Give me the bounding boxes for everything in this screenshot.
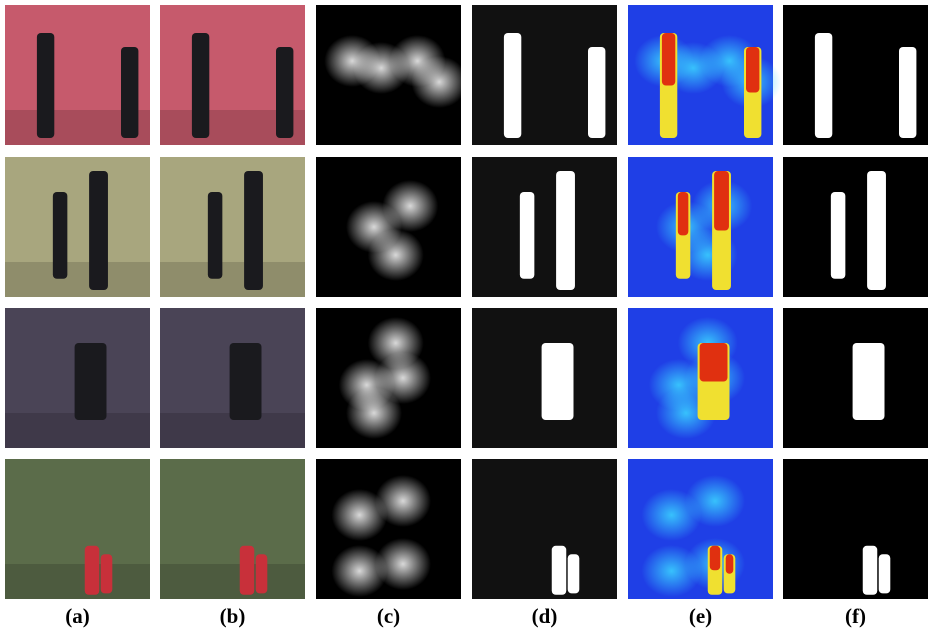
image-cell: [628, 5, 781, 145]
image-cell: [316, 157, 461, 297]
mask-person: [867, 171, 886, 290]
mask-person: [879, 554, 891, 593]
mask-person: [520, 192, 535, 279]
person: [121, 47, 138, 138]
image-background: [783, 459, 928, 599]
mask-person: [815, 33, 832, 138]
image-cell: [783, 459, 928, 599]
mask-person: [568, 554, 580, 593]
person: [53, 192, 68, 279]
image-cell: [472, 5, 617, 145]
person: [101, 554, 113, 593]
floor: [160, 564, 305, 599]
panel-label: (c): [377, 604, 400, 628]
panel-label: (b): [220, 604, 246, 628]
floor: [160, 262, 305, 297]
mask-person: [588, 47, 605, 138]
saliency-blob: [375, 475, 431, 527]
image-cell: [160, 308, 305, 448]
heat-core: [726, 554, 734, 574]
image-cell: [316, 5, 467, 145]
mask-person: [853, 343, 885, 420]
heat-core: [662, 33, 675, 86]
panel-label: (a): [65, 604, 90, 628]
person: [240, 546, 255, 595]
floor: [5, 564, 150, 599]
figure: (a) (b) (c) (d) (e) (f): [0, 0, 929, 634]
person: [276, 47, 293, 138]
saliency-blob: [382, 180, 438, 232]
saliency-blob: [332, 545, 388, 597]
floor: [5, 262, 150, 297]
image-cell: [316, 459, 461, 599]
image-background: [783, 157, 928, 297]
panel-label: (d): [532, 604, 558, 628]
image-cell: [5, 308, 150, 448]
mask-person: [863, 546, 878, 595]
image-background: [472, 459, 617, 599]
mask-person: [504, 33, 521, 138]
person: [75, 343, 107, 420]
image-cell: [316, 308, 461, 448]
person: [230, 343, 262, 420]
image-cell: [5, 157, 150, 297]
heat-blob: [642, 545, 702, 597]
person: [256, 554, 268, 593]
image-cell: [783, 157, 928, 297]
person: [244, 171, 263, 290]
heat-core: [700, 343, 728, 382]
person: [85, 546, 100, 595]
image-cell: [160, 5, 305, 145]
mask-person: [552, 546, 567, 595]
person: [37, 33, 54, 138]
image-cell: [5, 459, 150, 599]
saliency-blob: [368, 229, 424, 281]
mask-person: [831, 192, 846, 279]
heat-core: [714, 171, 729, 231]
image-cell: [472, 308, 617, 448]
panel-label: (e): [689, 604, 712, 628]
image-cell: [783, 5, 928, 145]
saliency-blob: [346, 387, 402, 439]
image-cell: [628, 459, 773, 599]
image-cell: [472, 459, 617, 599]
mask-person: [556, 171, 575, 290]
heat-blob: [685, 475, 745, 527]
heat-core: [746, 47, 759, 93]
heat-core: [710, 546, 721, 571]
person: [192, 33, 209, 138]
image-cell: [160, 157, 305, 297]
panel-label: (f): [845, 604, 866, 628]
mask-person: [899, 47, 916, 138]
image-cell: [628, 157, 773, 297]
image-cell: [783, 308, 928, 448]
image-cell: [628, 308, 773, 448]
person: [89, 171, 108, 290]
image-cell: [160, 459, 305, 599]
image-cell: [5, 5, 150, 145]
image-cell: [472, 157, 617, 297]
saliency-blob: [411, 56, 467, 108]
person: [208, 192, 223, 279]
mask-person: [542, 343, 574, 420]
image-background: [472, 157, 617, 297]
heat-core: [678, 192, 689, 235]
